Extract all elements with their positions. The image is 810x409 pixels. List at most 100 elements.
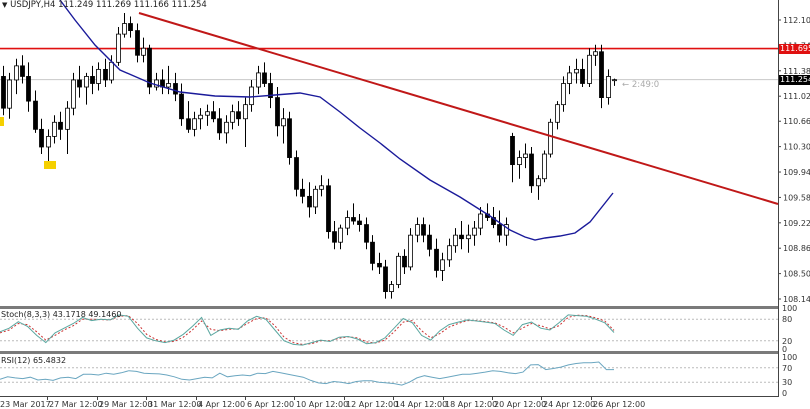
time-axis-label: 26 Apr 12:00: [593, 400, 645, 409]
candle-body: [396, 255, 401, 285]
candle-body: [338, 227, 343, 243]
candle-body: [33, 100, 38, 130]
time-axis-label: 6 Apr 12:00: [247, 400, 294, 409]
candle-body: [236, 111, 241, 120]
candle-body: [453, 234, 458, 247]
price-axis-label: 108.505: [783, 270, 810, 279]
descending-trendline[interactable]: [138, 12, 779, 205]
highlight-marker: [44, 161, 56, 169]
candle-body: [39, 128, 44, 148]
candle-body: [580, 68, 585, 84]
stoch-label: Stoch(8,3,3) 43.1718 49.1460: [1, 310, 122, 319]
candle-body: [510, 135, 515, 166]
candle-body: [389, 284, 394, 292]
candle-body: [440, 259, 445, 271]
price-axis-label: 111.380: [783, 67, 810, 76]
stoch-axis-label: 0: [782, 345, 787, 354]
rsi-axis-label: 100: [782, 353, 797, 362]
candle-body: [536, 178, 541, 187]
time-axis-label: 24 Apr 12:00: [543, 400, 595, 409]
rsi-line: [0, 361, 614, 386]
candle-body: [364, 224, 369, 243]
candle-body: [77, 79, 82, 88]
price-axis-label: 110.665: [783, 117, 810, 126]
candle-body: [58, 121, 63, 130]
candle-body: [109, 61, 114, 81]
candle-body: [478, 213, 483, 229]
candle-body: [287, 118, 292, 158]
candle-body: [147, 47, 152, 88]
time-axis-label: 12 Apr 12:00: [346, 400, 398, 409]
candle-body: [542, 153, 547, 180]
candle-body: [434, 248, 439, 271]
moving-average-line: [59, 0, 614, 241]
candle-body: [529, 153, 534, 187]
candle-body: [243, 104, 248, 120]
stoch-axis-label: 20: [782, 337, 792, 346]
candle-body: [466, 234, 471, 240]
highlight-marker: [0, 117, 4, 126]
candle-body: [262, 72, 267, 84]
candle-body: [275, 97, 280, 127]
candle-body: [65, 107, 70, 130]
candle-body: [326, 185, 331, 233]
rsi-axis-label: 70: [782, 364, 792, 373]
time-axis-label: 4 Apr 12:00: [198, 400, 245, 409]
candle-body: [593, 51, 598, 56]
stoch-axis-label: 100: [782, 304, 797, 313]
rsi-axis-label: 30: [782, 378, 792, 387]
candle-body: [14, 65, 19, 81]
stoch-main-line: [0, 314, 615, 346]
candle-body: [517, 157, 522, 166]
candle-body: [497, 224, 502, 236]
candle-body: [90, 76, 95, 84]
candle-body: [230, 111, 235, 123]
candle-body: [548, 121, 553, 155]
candle-body: [523, 153, 528, 158]
price-axis-label: 109.225: [783, 219, 810, 228]
candle-body: [319, 185, 324, 190]
candle-body: [84, 76, 89, 88]
price-axis-label: 108.865: [783, 244, 810, 253]
time-axis-label: 31 Mar 12:00: [148, 400, 201, 409]
candle-body: [612, 79, 617, 82]
candle-body: [313, 188, 318, 208]
price-axis-label: 111.020: [783, 92, 810, 101]
candle-body: [173, 83, 178, 95]
candle-body: [116, 33, 121, 63]
candle-body: [281, 118, 286, 127]
resistance-price-tag: 111.695: [779, 44, 810, 54]
candle-body: [421, 224, 426, 236]
time-axis-label: 27 Mar 12:00: [49, 400, 102, 409]
candle-body: [135, 30, 140, 56]
time-axis-label: 10 Apr 12:00: [296, 400, 348, 409]
rsi-axis-label: 0: [782, 389, 787, 398]
candle-body: [1, 76, 6, 109]
candle-body: [606, 76, 611, 98]
candle-body: [249, 86, 254, 106]
candle-body: [103, 68, 108, 81]
candle-body: [20, 65, 25, 77]
candle-body: [377, 262, 382, 268]
time-axis-label: 23 Mar 2017: [0, 400, 51, 409]
candle-body: [46, 135, 51, 148]
candle-body: [574, 68, 579, 74]
candle-body: [128, 23, 133, 31]
stoch-axis-label: 80: [782, 315, 792, 324]
candle-body: [7, 79, 12, 109]
candle-body: [192, 118, 197, 130]
candle-body: [383, 266, 388, 292]
candle-body: [186, 118, 191, 130]
candle-body: [198, 114, 203, 120]
candle-body: [504, 224, 509, 236]
price-axis-label: 109.945: [783, 168, 810, 177]
candle-body: [294, 157, 299, 190]
dropdown-triangle-icon[interactable]: ▼: [2, 1, 8, 9]
candle-body: [402, 255, 407, 268]
rsi-label: RSI(12) 65.4832: [1, 356, 67, 365]
candle-body: [447, 245, 452, 261]
time-axis-label: 14 Apr 12:00: [395, 400, 447, 409]
price-axis-label: 112.100: [783, 16, 810, 25]
